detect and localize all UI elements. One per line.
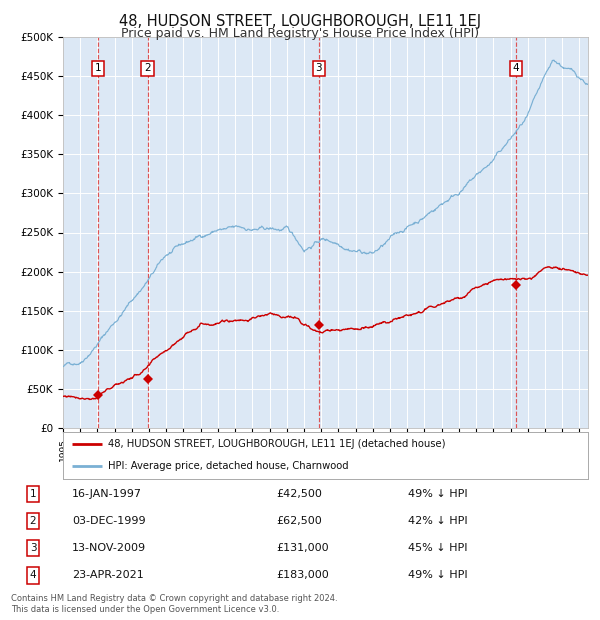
Text: 2: 2	[29, 516, 37, 526]
Text: 4: 4	[512, 63, 519, 73]
Text: 13-NOV-2009: 13-NOV-2009	[72, 543, 146, 553]
Text: 3: 3	[316, 63, 322, 73]
Text: £183,000: £183,000	[276, 570, 329, 580]
Text: 03-DEC-1999: 03-DEC-1999	[72, 516, 146, 526]
Text: 4: 4	[29, 570, 37, 580]
Text: £131,000: £131,000	[276, 543, 329, 553]
Text: £62,500: £62,500	[276, 516, 322, 526]
Text: This data is licensed under the Open Government Licence v3.0.: This data is licensed under the Open Gov…	[11, 605, 279, 614]
Text: 48, HUDSON STREET, LOUGHBOROUGH, LE11 1EJ: 48, HUDSON STREET, LOUGHBOROUGH, LE11 1E…	[119, 14, 481, 29]
Text: Contains HM Land Registry data © Crown copyright and database right 2024.: Contains HM Land Registry data © Crown c…	[11, 594, 337, 603]
Text: 2: 2	[145, 63, 151, 73]
Text: 1: 1	[95, 63, 101, 73]
Text: 16-JAN-1997: 16-JAN-1997	[72, 489, 142, 499]
Text: 45% ↓ HPI: 45% ↓ HPI	[408, 543, 467, 553]
Text: 49% ↓ HPI: 49% ↓ HPI	[408, 570, 467, 580]
Text: 42% ↓ HPI: 42% ↓ HPI	[408, 516, 467, 526]
Text: Price paid vs. HM Land Registry's House Price Index (HPI): Price paid vs. HM Land Registry's House …	[121, 27, 479, 40]
Text: HPI: Average price, detached house, Charnwood: HPI: Average price, detached house, Char…	[107, 461, 348, 471]
Text: 48, HUDSON STREET, LOUGHBOROUGH, LE11 1EJ (detached house): 48, HUDSON STREET, LOUGHBOROUGH, LE11 1E…	[107, 439, 445, 450]
Text: 3: 3	[29, 543, 37, 553]
Text: £42,500: £42,500	[276, 489, 322, 499]
Text: 1: 1	[29, 489, 37, 499]
Text: 49% ↓ HPI: 49% ↓ HPI	[408, 489, 467, 499]
Text: 23-APR-2021: 23-APR-2021	[72, 570, 144, 580]
